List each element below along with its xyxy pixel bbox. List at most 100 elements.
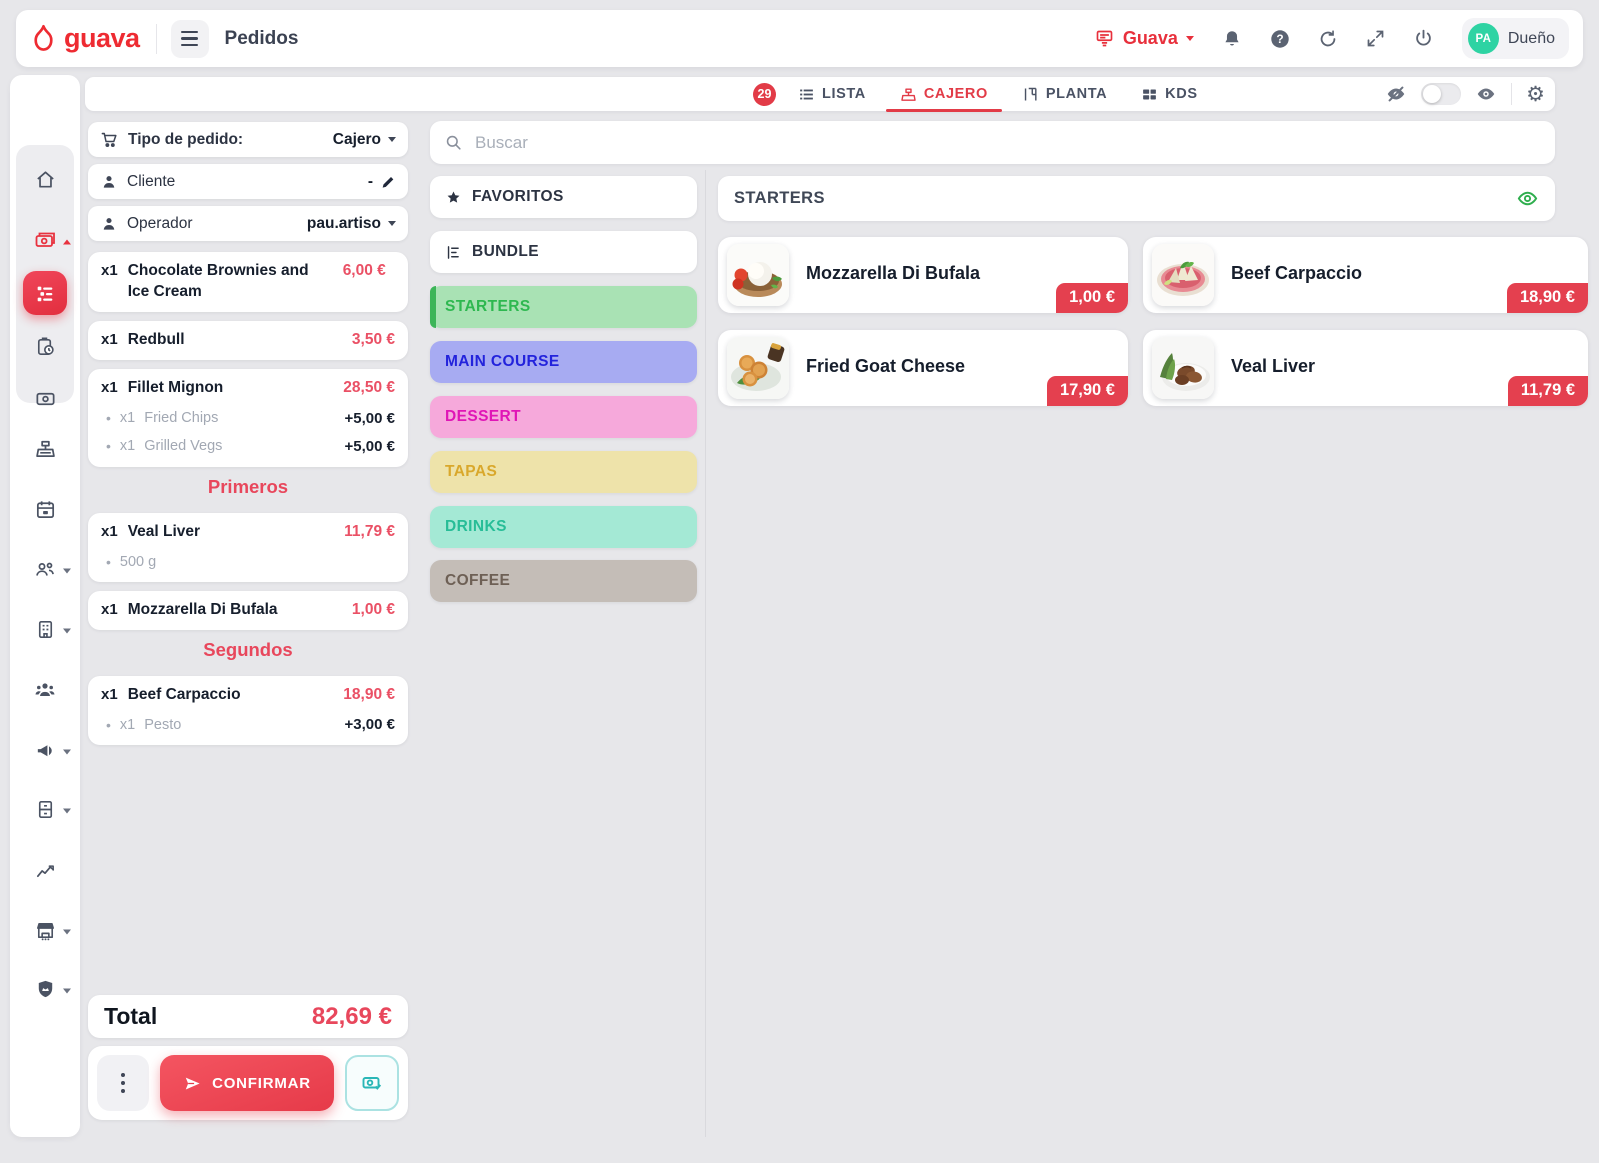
item-name: Redbull (127, 330, 185, 348)
sidebar-item-inventory[interactable] (10, 794, 80, 824)
sidebar-item-history[interactable] (10, 331, 80, 361)
sidebar-item-staff[interactable] (10, 554, 80, 584)
order-item[interactable]: x1 Beef Carpaccio 18,90 € x1 Pesto +3,00… (88, 675, 408, 746)
order-item[interactable]: x1 Redbull 3,50 € (88, 320, 408, 360)
category-drinks[interactable]: DRINKS (430, 506, 697, 548)
store-name: Guava (1122, 28, 1178, 48)
order-item[interactable]: x1 Mozzarella Di Bufala 1,00 € (88, 590, 408, 630)
tab-lista[interactable]: LISTA (798, 77, 866, 111)
tab-planta[interactable]: PLANTA (1022, 77, 1107, 111)
sidebar-item-sales[interactable] (10, 225, 80, 255)
tab-kds[interactable]: KDS (1141, 77, 1197, 111)
product-price-badge: 17,90 € (1046, 376, 1128, 406)
category-label: COFFEE (445, 572, 511, 589)
product-card-veal-liver[interactable]: Veal Liver 11,79 € (1143, 330, 1588, 406)
item-name: Chocolate Brownies and Ice Cream (127, 262, 309, 300)
mod-qty: x1 (119, 410, 136, 427)
item-price: 28,50 € (343, 378, 395, 396)
category-label: DRINKS (445, 518, 507, 535)
sidebar-item-payments[interactable] (10, 383, 80, 413)
refresh-icon (1317, 28, 1339, 50)
order-type-row[interactable]: Tipo de pedido: Cajero (88, 122, 408, 157)
category-main-course[interactable]: MAIN COURSE (430, 341, 697, 383)
category-dessert[interactable]: DESSERT (430, 396, 697, 438)
category-tapas[interactable]: TAPAS (430, 451, 697, 493)
clipboard-clock-icon (34, 335, 57, 358)
caret-down-icon (63, 749, 71, 754)
order-type-value[interactable]: Cajero (333, 131, 396, 149)
eye-icon[interactable] (1475, 83, 1497, 105)
sidebar-item-register[interactable] (10, 433, 80, 463)
operator-value[interactable]: pau.artiso (307, 215, 396, 233)
mod-price: +5,00 € (344, 437, 395, 455)
star-icon (445, 189, 462, 206)
search-input[interactable] (473, 131, 1541, 154)
users-group-icon (33, 557, 57, 581)
client-value[interactable]: - (368, 173, 396, 191)
order-item[interactable]: x1 Chocolate Brownies and Ice Cream 6,00… (88, 252, 408, 312)
sidebar-item-orders-active[interactable] (23, 271, 67, 315)
caret-down-icon (63, 988, 71, 993)
product-name: Beef Carpaccio (1231, 263, 1363, 283)
order-actions: CONFIRMAR (88, 1046, 408, 1120)
sidebar-item-venue[interactable] (10, 614, 80, 644)
pencil-icon[interactable] (380, 174, 396, 190)
visibility-toggle[interactable] (1421, 83, 1462, 105)
eye-off-icon[interactable] (1385, 83, 1407, 105)
home-icon (34, 168, 57, 191)
logout-button[interactable] (1404, 19, 1444, 59)
tab-label: PLANTA (1045, 86, 1108, 102)
store-selector[interactable]: Guava (1084, 22, 1204, 55)
orders-count-badge: 29 (753, 82, 776, 106)
storefront-icon (34, 919, 57, 942)
charge-button[interactable] (345, 1055, 399, 1111)
sidebar-item-stats[interactable] (10, 854, 80, 884)
sidebar-item-store[interactable] (10, 915, 80, 945)
operator-row[interactable]: Operador pau.artiso (88, 206, 408, 241)
fullscreen-button[interactable] (1356, 19, 1396, 59)
caret-down-icon (63, 929, 71, 934)
product-card-mozzarella[interactable]: Mozzarella Di Bufala 1,00 € (718, 237, 1128, 313)
more-options-button[interactable] (97, 1055, 149, 1111)
sidebar-item-marketing[interactable] (10, 735, 80, 765)
building-icon (34, 618, 57, 641)
pay-cash-icon (360, 1071, 384, 1095)
category-starters[interactable]: STARTERS (430, 286, 697, 328)
client-row[interactable]: Cliente - (88, 164, 408, 199)
eye-visible-icon[interactable] (1516, 187, 1539, 210)
brand-logo[interactable]: guava (30, 23, 140, 54)
order-total: Total 82,69 € (88, 995, 408, 1038)
product-card-beef-carpaccio[interactable]: Beef Carpaccio 18,90 € (1143, 237, 1588, 313)
category-bundle[interactable]: BUNDLE (430, 231, 697, 273)
gear-icon[interactable]: ⚙ (1526, 82, 1545, 106)
sidebar-item-calendar[interactable] (10, 494, 80, 524)
tab-cajero[interactable]: CAJERO (885, 77, 1002, 112)
product-name: Mozzarella Di Bufala (806, 263, 981, 283)
header-actions: Guava ? PA (1084, 18, 1569, 59)
help-button[interactable]: ? (1260, 19, 1300, 59)
user-menu[interactable]: PA Dueño (1461, 18, 1569, 59)
shield-icon (34, 978, 57, 1001)
product-card-fried-goat-cheese[interactable]: Fried Goat Cheese 17,90 € (718, 330, 1128, 406)
menu-toggle-button[interactable] (170, 19, 209, 58)
category-favoritos[interactable]: FAVORITOS (430, 176, 697, 218)
sidebar-item-home[interactable] (10, 164, 80, 194)
category-coffee[interactable]: COFFEE (430, 560, 697, 602)
confirm-button[interactable]: CONFIRMAR (160, 1055, 334, 1111)
header-divider (155, 23, 157, 54)
sidebar-item-security[interactable] (10, 974, 80, 1004)
column-divider (705, 170, 706, 1137)
notifications-button[interactable] (1212, 19, 1252, 59)
tab-label: CAJERO (923, 86, 988, 102)
cabinet-icon (34, 798, 57, 821)
order-item[interactable]: x1 Fillet Mignon 28,50 € x1 Fried Chips … (88, 368, 408, 467)
refresh-button[interactable] (1308, 19, 1348, 59)
product-search (430, 121, 1555, 164)
order-item[interactable]: x1 Veal Liver 11,79 € 500 g (88, 512, 408, 582)
category-label: STARTERS (445, 298, 531, 315)
item-qty: x1 (101, 600, 118, 618)
sidebar-item-customers[interactable] (10, 675, 80, 705)
fullscreen-icon (1365, 28, 1386, 49)
caret-down-icon (63, 628, 71, 633)
products-section-header: STARTERS (718, 176, 1555, 221)
